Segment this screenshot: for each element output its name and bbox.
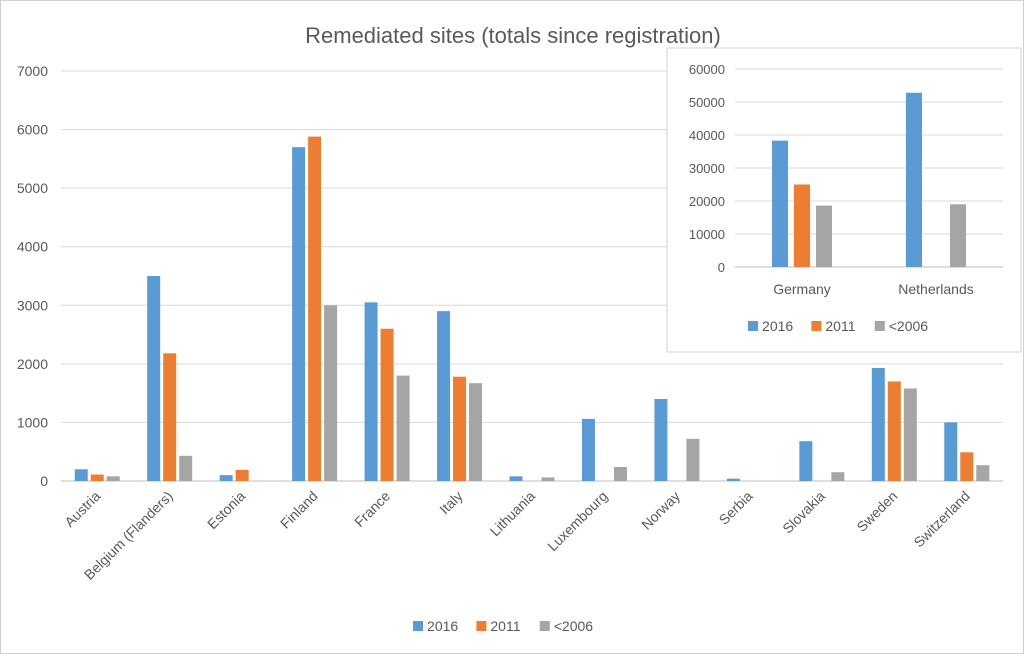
y-tick-label: 3000 (17, 297, 48, 313)
bar-lithuania-2006 (541, 477, 555, 481)
bar-germany-2011 (794, 184, 810, 267)
bar-belgium-flanders-2006 (179, 455, 193, 481)
bar-germany-2006 (816, 205, 832, 267)
bar-estonia-2016 (219, 475, 233, 481)
bar-sweden-2006 (903, 388, 917, 481)
bar-italy-2006 (469, 383, 483, 481)
y-tick-label: 30000 (689, 161, 725, 176)
x-tick-label: Austria (61, 488, 103, 530)
y-tick-label: 1000 (17, 414, 48, 430)
bar-lithuania-2016 (509, 476, 523, 481)
y-tick-label: 20000 (689, 194, 725, 209)
bar-norway-2006 (686, 438, 700, 481)
bar-slovakia-2006 (831, 472, 845, 481)
x-tick-label: France (351, 488, 393, 530)
bar-france-2016 (364, 302, 378, 481)
legend-swatch-lt-2006 (874, 321, 885, 331)
y-tick-label: 10000 (689, 227, 725, 242)
x-tick-label: Finland (277, 488, 321, 532)
bar-switzerland-2006 (976, 465, 990, 481)
bar-austria-2016 (74, 469, 88, 481)
y-tick-label: 7000 (17, 63, 48, 79)
legend-swatch-lt-2006 (539, 621, 550, 631)
bar-austria-2006 (106, 476, 120, 481)
x-tick-label: Netherlands (898, 281, 974, 297)
chart-title: Remediated sites (totals since registrat… (305, 23, 721, 48)
bar-belgium-flanders-2011 (163, 353, 177, 481)
bar-luxembourg-2016 (581, 418, 595, 481)
bar-finland-2011 (308, 136, 322, 481)
legend-swatch-2016 (748, 321, 759, 331)
x-tick-label: Italy (436, 488, 465, 517)
inset-chart: 0 10000 20000 30000 40000 50000 60000 Germany Ne… (666, 47, 1022, 353)
x-tick-label: Switzerland (910, 488, 972, 550)
bar-luxembourg-2006 (613, 466, 627, 481)
legend-label: 2011 (825, 318, 855, 334)
y-tick-label: 2000 (17, 356, 48, 372)
y-tick-label: 60000 (689, 62, 725, 77)
x-tick-label: Luxembourg (544, 488, 610, 554)
bar-italy-2016 (437, 311, 451, 481)
bar-austria-2011 (90, 474, 104, 481)
y-tick-label: 5000 (17, 180, 48, 196)
x-tick-label: Norway (638, 488, 683, 533)
bar-netherlands-2006 (950, 204, 966, 267)
x-tick-label: Sweden (853, 488, 900, 535)
bar-switzerland-2016 (944, 422, 958, 481)
bar-finland-2016 (292, 147, 306, 481)
y-tick-label: 0 (718, 260, 725, 275)
main-legend: 2016 2011 <2006 (413, 618, 593, 634)
bar-estonia-2011 (235, 469, 249, 481)
legend-swatch-2016 (413, 621, 424, 631)
x-tick-label: Germany (773, 281, 831, 297)
y-tick-label: 6000 (17, 122, 48, 138)
legend-label: 2016 (762, 318, 793, 334)
legend-swatch-2011 (476, 621, 487, 631)
bar-france-2006 (396, 375, 410, 481)
bar-serbia-2016 (726, 478, 740, 481)
y-tick-label: 40000 (689, 128, 725, 143)
x-tick-label: Serbia (716, 488, 756, 528)
x-tick-label: Slovakia (779, 488, 828, 537)
y-tick-label: 50000 (689, 95, 725, 110)
bar-switzerland-2011 (960, 452, 974, 481)
bar-germany-2016 (772, 140, 788, 267)
bar-finland-2006 (324, 305, 338, 481)
bar-italy-2011 (453, 376, 467, 481)
bar-sweden-2011 (887, 381, 901, 481)
bar-france-2011 (380, 328, 394, 481)
legend-label: 2016 (427, 618, 458, 634)
legend-swatch-2011 (811, 321, 822, 331)
inset-frame (666, 47, 1022, 353)
legend-label: <2006 (889, 318, 929, 334)
bar-slovakia-2016 (799, 441, 813, 481)
bar-norway-2016 (654, 399, 668, 481)
legend-label: <2006 (554, 618, 594, 634)
bar-sweden-2016 (871, 367, 885, 481)
y-tick-label: 0 (40, 473, 48, 489)
bar-netherlands-2016 (906, 92, 922, 267)
bar-belgium-flanders-2016 (147, 276, 161, 481)
y-tick-label: 4000 (17, 239, 48, 255)
x-tick-label: Lithuania (487, 488, 539, 540)
x-tick-label: Estonia (204, 488, 248, 532)
legend-label: 2011 (490, 618, 520, 634)
